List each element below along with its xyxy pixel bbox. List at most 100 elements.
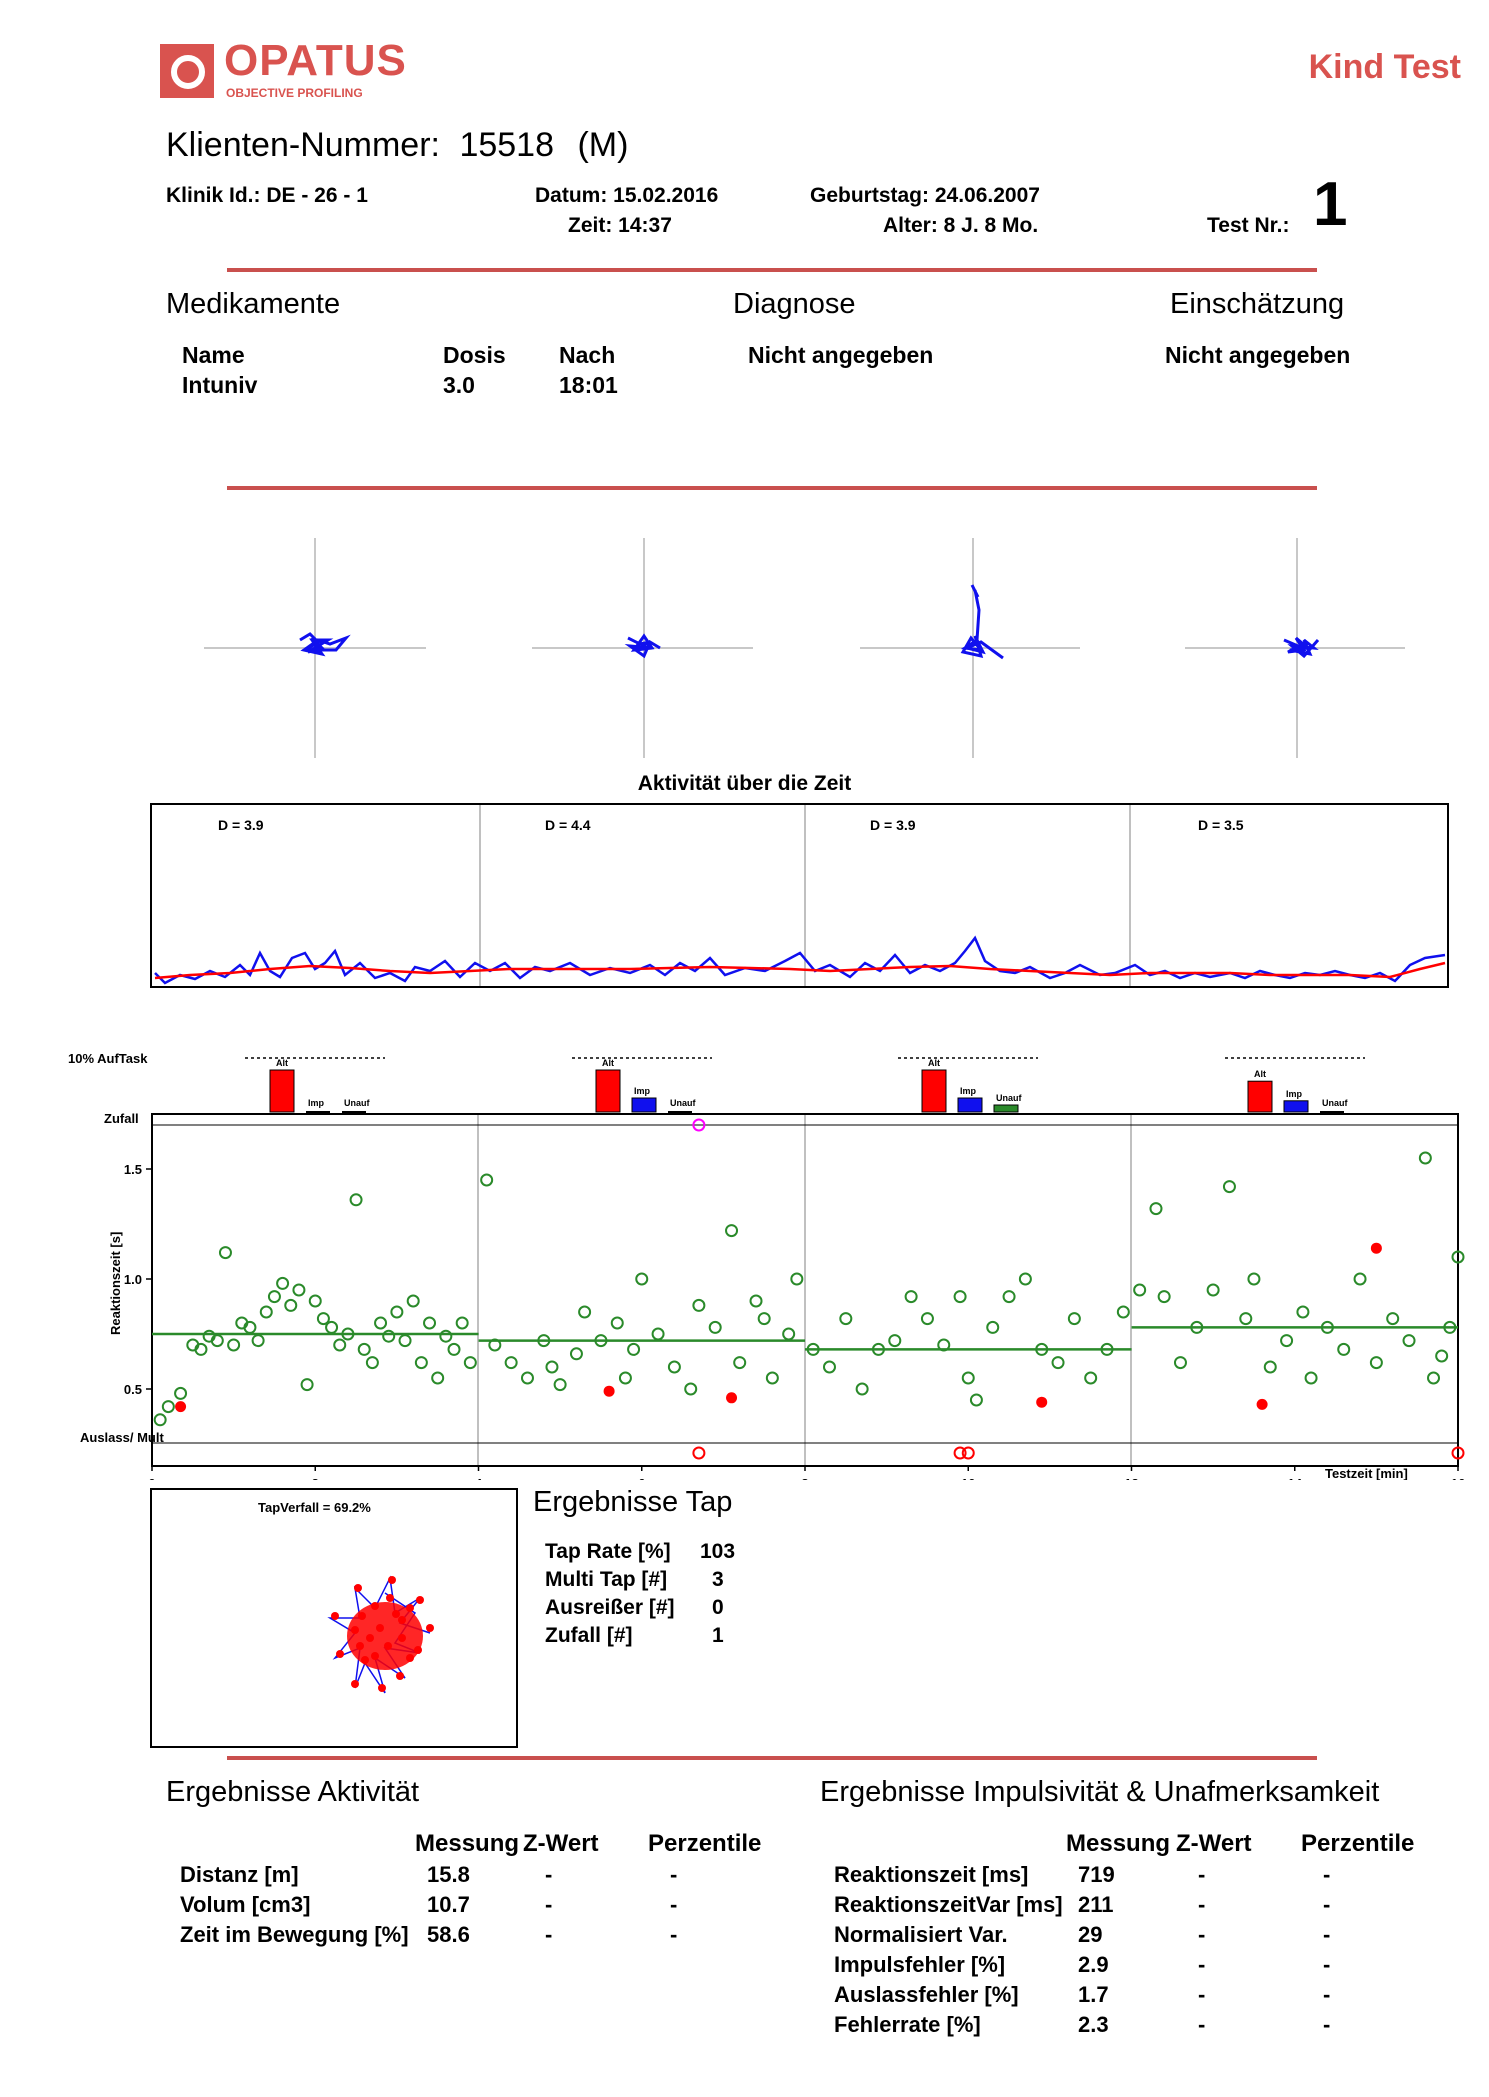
y-label-random: Zufall xyxy=(104,1111,139,1126)
x-tick-label: 14 xyxy=(1288,1476,1303,1480)
x-tick-label: 0 xyxy=(148,1476,155,1480)
tap-dot xyxy=(354,1584,362,1592)
tap-dot xyxy=(398,1616,406,1624)
activity-chart-title: Aktivität über die Zeit xyxy=(637,772,852,795)
error-point xyxy=(175,1401,187,1413)
table-row: Auslassfehler [%] 1.7 - - xyxy=(834,1980,1414,2010)
x-tick-label: 16 xyxy=(1451,1476,1465,1480)
tap-key: Ausreißer [#] xyxy=(545,1596,675,1619)
hit-point xyxy=(1353,1272,1367,1286)
hit-point xyxy=(1035,1342,1049,1356)
table-row: Volum [cm3] 10.7 - - xyxy=(180,1890,761,1920)
hit-point xyxy=(1206,1283,1220,1297)
hit-point xyxy=(1427,1371,1441,1385)
hit-point xyxy=(961,1371,975,1385)
medication-title: Medikamente xyxy=(166,288,341,320)
assessment-value: Nicht angegeben xyxy=(1165,342,1351,368)
table-header: Messung Z-Wert Perzentile xyxy=(834,1828,1414,1860)
hit-point xyxy=(635,1272,649,1286)
omission-point xyxy=(961,1446,975,1460)
med-name: Intuniv xyxy=(182,372,258,398)
hit-point xyxy=(1435,1349,1449,1363)
cell: Impulsfehler [%] xyxy=(834,1952,1006,1977)
cell: - xyxy=(1198,1982,1206,2007)
hit-point xyxy=(1369,1356,1383,1370)
omission-point xyxy=(953,1446,967,1460)
tap-dot xyxy=(376,1624,384,1632)
test-number: 1 xyxy=(1313,170,1348,239)
cell: - xyxy=(1198,1862,1206,1887)
cell: - xyxy=(1198,1892,1206,1917)
bar xyxy=(921,1069,947,1113)
col-header: Perzentile xyxy=(648,1830,762,1857)
bar-label: Alt xyxy=(928,1058,940,1068)
hit-point xyxy=(308,1294,322,1308)
tap-dot xyxy=(356,1642,364,1650)
impulse-results-table: Messung Z-Wert Perzentile Reaktionszeit [m… xyxy=(834,1828,1414,2040)
tap-dot xyxy=(361,1656,369,1664)
hit-point xyxy=(782,1327,796,1341)
activity-label-1: D = 3.9 xyxy=(218,817,264,833)
y-tick-label: 0.5 xyxy=(124,1382,142,1397)
hit-point xyxy=(1173,1356,1187,1370)
tap-box-label: TapVerfall = 69.2% xyxy=(258,1500,371,1515)
hit-point xyxy=(520,1371,534,1385)
table-row: Ausreißer [#] 0 xyxy=(545,1594,735,1622)
tap-dot xyxy=(406,1654,414,1662)
hit-point xyxy=(1304,1371,1318,1385)
activity-label-2: D = 4.4 xyxy=(545,817,591,833)
hit-point xyxy=(406,1294,420,1308)
hit-point xyxy=(822,1360,836,1374)
hit-point xyxy=(325,1320,339,1334)
cell: - xyxy=(1198,2012,1206,2037)
cell: - xyxy=(545,1862,553,1887)
hit-point xyxy=(684,1382,698,1396)
tap-value: 0 xyxy=(712,1596,724,1619)
bar-label: Unauf xyxy=(1322,1098,1349,1108)
hit-point xyxy=(463,1356,477,1370)
tap-key: Zufall [#] xyxy=(545,1624,633,1647)
hit-point xyxy=(692,1298,706,1312)
hit-point xyxy=(1149,1202,1163,1216)
hit-point xyxy=(300,1378,314,1392)
med-col-name: Name xyxy=(182,342,245,368)
hit-point xyxy=(284,1298,298,1312)
cell: - xyxy=(1323,1862,1331,1887)
tap-plot: TapVerfall = 69.2% xyxy=(150,1488,518,1748)
error-point xyxy=(603,1385,615,1397)
table-row: Multi Tap [#] 3 xyxy=(545,1566,735,1594)
cell: - xyxy=(670,1892,678,1917)
client-sex: (M) xyxy=(577,126,629,164)
test-date: Datum: 15.02.2016 xyxy=(535,184,719,207)
bar-label: Alt xyxy=(276,1058,288,1068)
med-col-dose: Dosis xyxy=(443,342,506,368)
omission-point xyxy=(1451,1446,1465,1460)
table-row: Reaktionszeit [ms] 719 - - xyxy=(834,1860,1414,1890)
table-row: ReaktionszeitVar [ms] 211 - - xyxy=(834,1890,1414,1920)
bar xyxy=(595,1069,621,1113)
tap-key: Tap Rate [%] xyxy=(545,1540,671,1563)
hit-point xyxy=(267,1290,281,1304)
cell: ReaktionszeitVar [ms] xyxy=(834,1892,1063,1917)
col-header: Messung xyxy=(415,1830,520,1857)
hit-point xyxy=(259,1305,273,1319)
cell: 58.6 xyxy=(427,1922,470,1947)
activity-label-4: D = 3.5 xyxy=(1198,817,1244,833)
hit-point xyxy=(986,1320,1000,1334)
tap-dot xyxy=(398,1634,406,1642)
bar-label: Imp xyxy=(960,1086,977,1096)
diagnosis-value: Nicht angegeben xyxy=(748,342,934,368)
hit-point xyxy=(341,1327,355,1341)
y-tick-label: 1.0 xyxy=(124,1272,142,1287)
tap-dot xyxy=(351,1680,359,1688)
hit-point xyxy=(1296,1305,1310,1319)
tap-dot xyxy=(416,1596,424,1604)
x-tick-label: 2 xyxy=(312,1476,319,1480)
cell: Volum [cm3] xyxy=(180,1892,311,1917)
cell: - xyxy=(1323,1952,1331,1977)
hit-point xyxy=(1067,1312,1081,1326)
test-time: Zeit: 14:37 xyxy=(568,214,672,237)
cell: - xyxy=(545,1892,553,1917)
assessment-title: Einschätzung xyxy=(1170,288,1345,320)
table-row: Impulsfehler [%] 2.9 - - xyxy=(834,1950,1414,1980)
